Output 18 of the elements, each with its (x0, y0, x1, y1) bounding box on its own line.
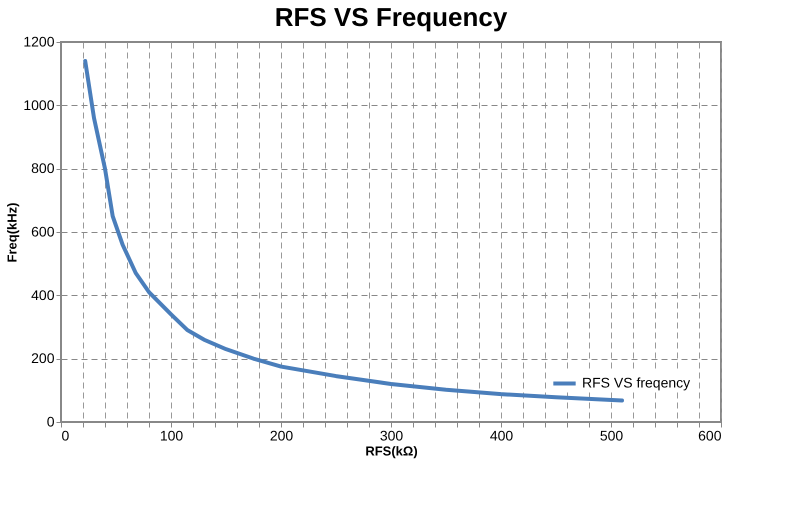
x-tick-label: 0 (62, 428, 70, 444)
y-tick-label: 0 (46, 414, 55, 430)
x-axis-title: RFS(kΩ) (365, 444, 418, 458)
x-tick-label: 300 (380, 428, 404, 444)
x-tick-label: 200 (270, 428, 294, 444)
legend-label: RFS VS freqency (582, 374, 690, 390)
x-tick-label: 400 (490, 428, 514, 444)
chart-title: RFS VS Frequency (274, 2, 508, 32)
y-tick-label: 600 (31, 224, 55, 240)
y-tick-label: 1000 (23, 96, 55, 113)
y-axis-title: Freq(kHz) (4, 202, 20, 262)
x-tick-label: 500 (600, 428, 624, 444)
y-tick-label: 400 (31, 286, 55, 303)
x-tick-label: 600 (698, 428, 722, 444)
y-tick-label: 200 (31, 350, 55, 366)
y-tick-label: 800 (31, 160, 55, 176)
x-tick-label: 100 (160, 428, 184, 444)
y-tick-label: 1200 (23, 34, 55, 50)
